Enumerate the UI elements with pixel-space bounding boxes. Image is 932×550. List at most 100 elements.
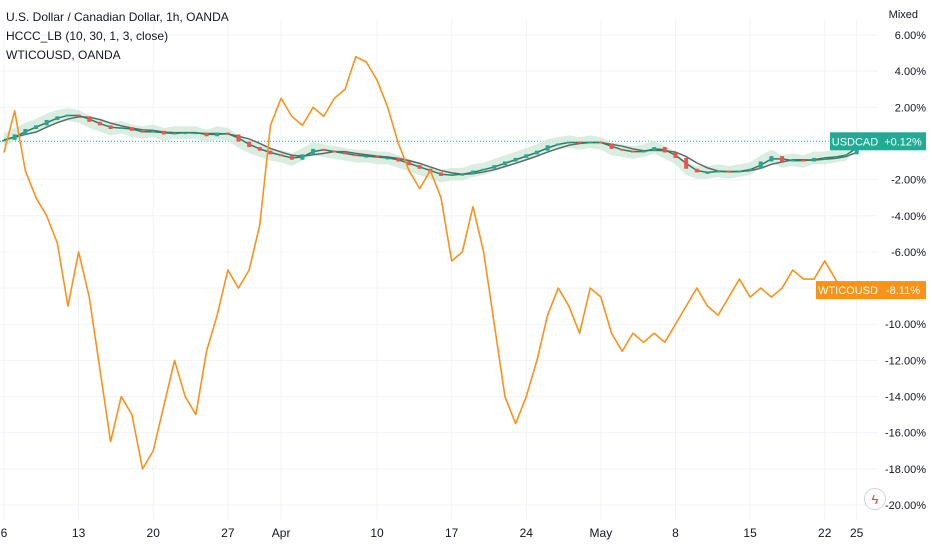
usdcad-candle [311,148,316,155]
usdcad-candle [55,116,60,120]
usdcad-candle [343,152,348,155]
usdcad-candle [620,148,625,151]
usdcad-candle [33,125,38,129]
x-tick-label: 27 [221,526,235,540]
usdcad-candle [534,150,539,155]
x-tick-label: 24 [520,526,534,540]
usdcad-candle [812,157,817,162]
x-tick-label: 25 [850,526,864,540]
lightning-bolt-icon: ϟ [871,491,879,507]
indicator-slow-line [3,116,857,175]
usdcad-candle [449,174,454,176]
usdcad-candle [76,114,81,117]
wticousd-line [3,55,858,470]
y-tick-label: -20.00% [885,500,926,512]
scale-mode-label[interactable]: Mixed [888,9,918,21]
usdcad-candle [769,156,774,162]
usdcad-candle [492,165,497,169]
series-name-badge-text: USDCAD [832,136,879,148]
usdcad-candle [513,157,518,162]
x-tick-label: 8 [672,526,679,540]
usdcad-candle [172,132,177,135]
usdcad-candle [44,119,49,126]
indicator-band [4,108,857,183]
series-name-badge [816,281,880,300]
usdcad-candle [641,150,646,153]
usdcad-candle [577,141,582,144]
usdcad-candle [279,154,284,157]
usdcad-candle [737,170,742,173]
usdcad-candle [694,168,699,173]
x-tick-label: May [590,526,613,540]
y-tick-label: 4.00% [895,66,926,78]
usdcad-candle [268,150,273,155]
usdcad-candle [236,134,241,142]
usdcad-candle [598,141,603,144]
usdcad-candle [204,132,209,137]
usdcad-candle [12,134,17,140]
usdcad-candle [119,127,124,129]
usdcad-candle [833,156,838,158]
usdcad-candle [801,159,806,162]
x-tick-label: 20 [147,526,161,540]
usdcad-candle [684,157,689,169]
usdcad-candle [439,172,443,176]
usdcad-candle [726,170,731,173]
usdcad-candle [225,132,230,135]
usdcad-candle [353,154,358,157]
usdcad-candle [129,127,134,131]
usdcad-candle [193,132,198,135]
compare-symbol-label[interactable]: WTICOUSD, OANDA [6,48,121,62]
usdcad-candle [385,157,390,160]
usdcad-candle [375,156,380,158]
x-tick-label: 22 [818,526,832,540]
series-value-badge-text: -8.11% [886,285,920,297]
y-tick-label: -10.00% [885,319,926,331]
usdcad-candle [289,156,294,160]
series-name-badge-text: WTICOUSD [818,285,878,297]
usdcad-candle [108,125,113,129]
x-tick-label: 15 [743,526,757,540]
usdcad-candle [780,156,785,162]
symbol-title[interactable]: U.S. Dollar / Canadian Dollar, 1h, OANDA [6,10,229,24]
usdcad-candle [844,154,849,157]
series-value-badge [880,132,926,151]
usdcad-candle [673,152,678,158]
y-tick-label: -16.00% [885,428,926,440]
usdcad-candle [247,141,252,148]
usdcad-candle [545,145,550,151]
chart-legend: U.S. Dollar / Canadian Dollar, 1h, OANDA… [6,8,229,65]
compare-flash-button[interactable]: ϟ [864,488,886,510]
x-tick-label: 17 [445,526,459,540]
usdcad-candle [183,132,188,135]
usdcad-candle [151,130,156,133]
usdcad-candle [87,116,92,122]
usdcad-candle [396,157,401,162]
y-tick-label: 6.00% [895,30,926,42]
y-tick-label: -14.00% [885,392,926,404]
usdcad-candle [2,139,6,142]
usdcad-candle [364,156,369,158]
usdcad-candle [502,161,507,166]
usdcad-candle [705,172,710,174]
y-tick-label: -2.00% [891,175,926,187]
usdcad-candle [300,154,305,160]
x-tick-label: 13 [72,526,86,540]
series-value-badge [880,281,926,300]
usdcad-candle [790,159,795,162]
y-tick-label: -4.00% [891,211,926,223]
indicator-label[interactable]: HCCC_LB (10, 30, 1, 3, close) [6,29,169,43]
usdcad-candle [481,168,486,171]
usdcad-candle [758,161,763,169]
x-tick-label: 10 [370,526,384,540]
usdcad-candle [257,147,262,151]
usdcad-candle [332,150,337,153]
x-tick-label: 6 [1,526,8,540]
y-tick-label: -18.00% [885,464,926,476]
usdcad-candle [716,170,721,173]
x-tick-label: Apr [272,526,291,540]
usdcad-candle [407,161,412,166]
usdcad-candle [97,121,102,126]
usdcad-candle [23,129,28,135]
